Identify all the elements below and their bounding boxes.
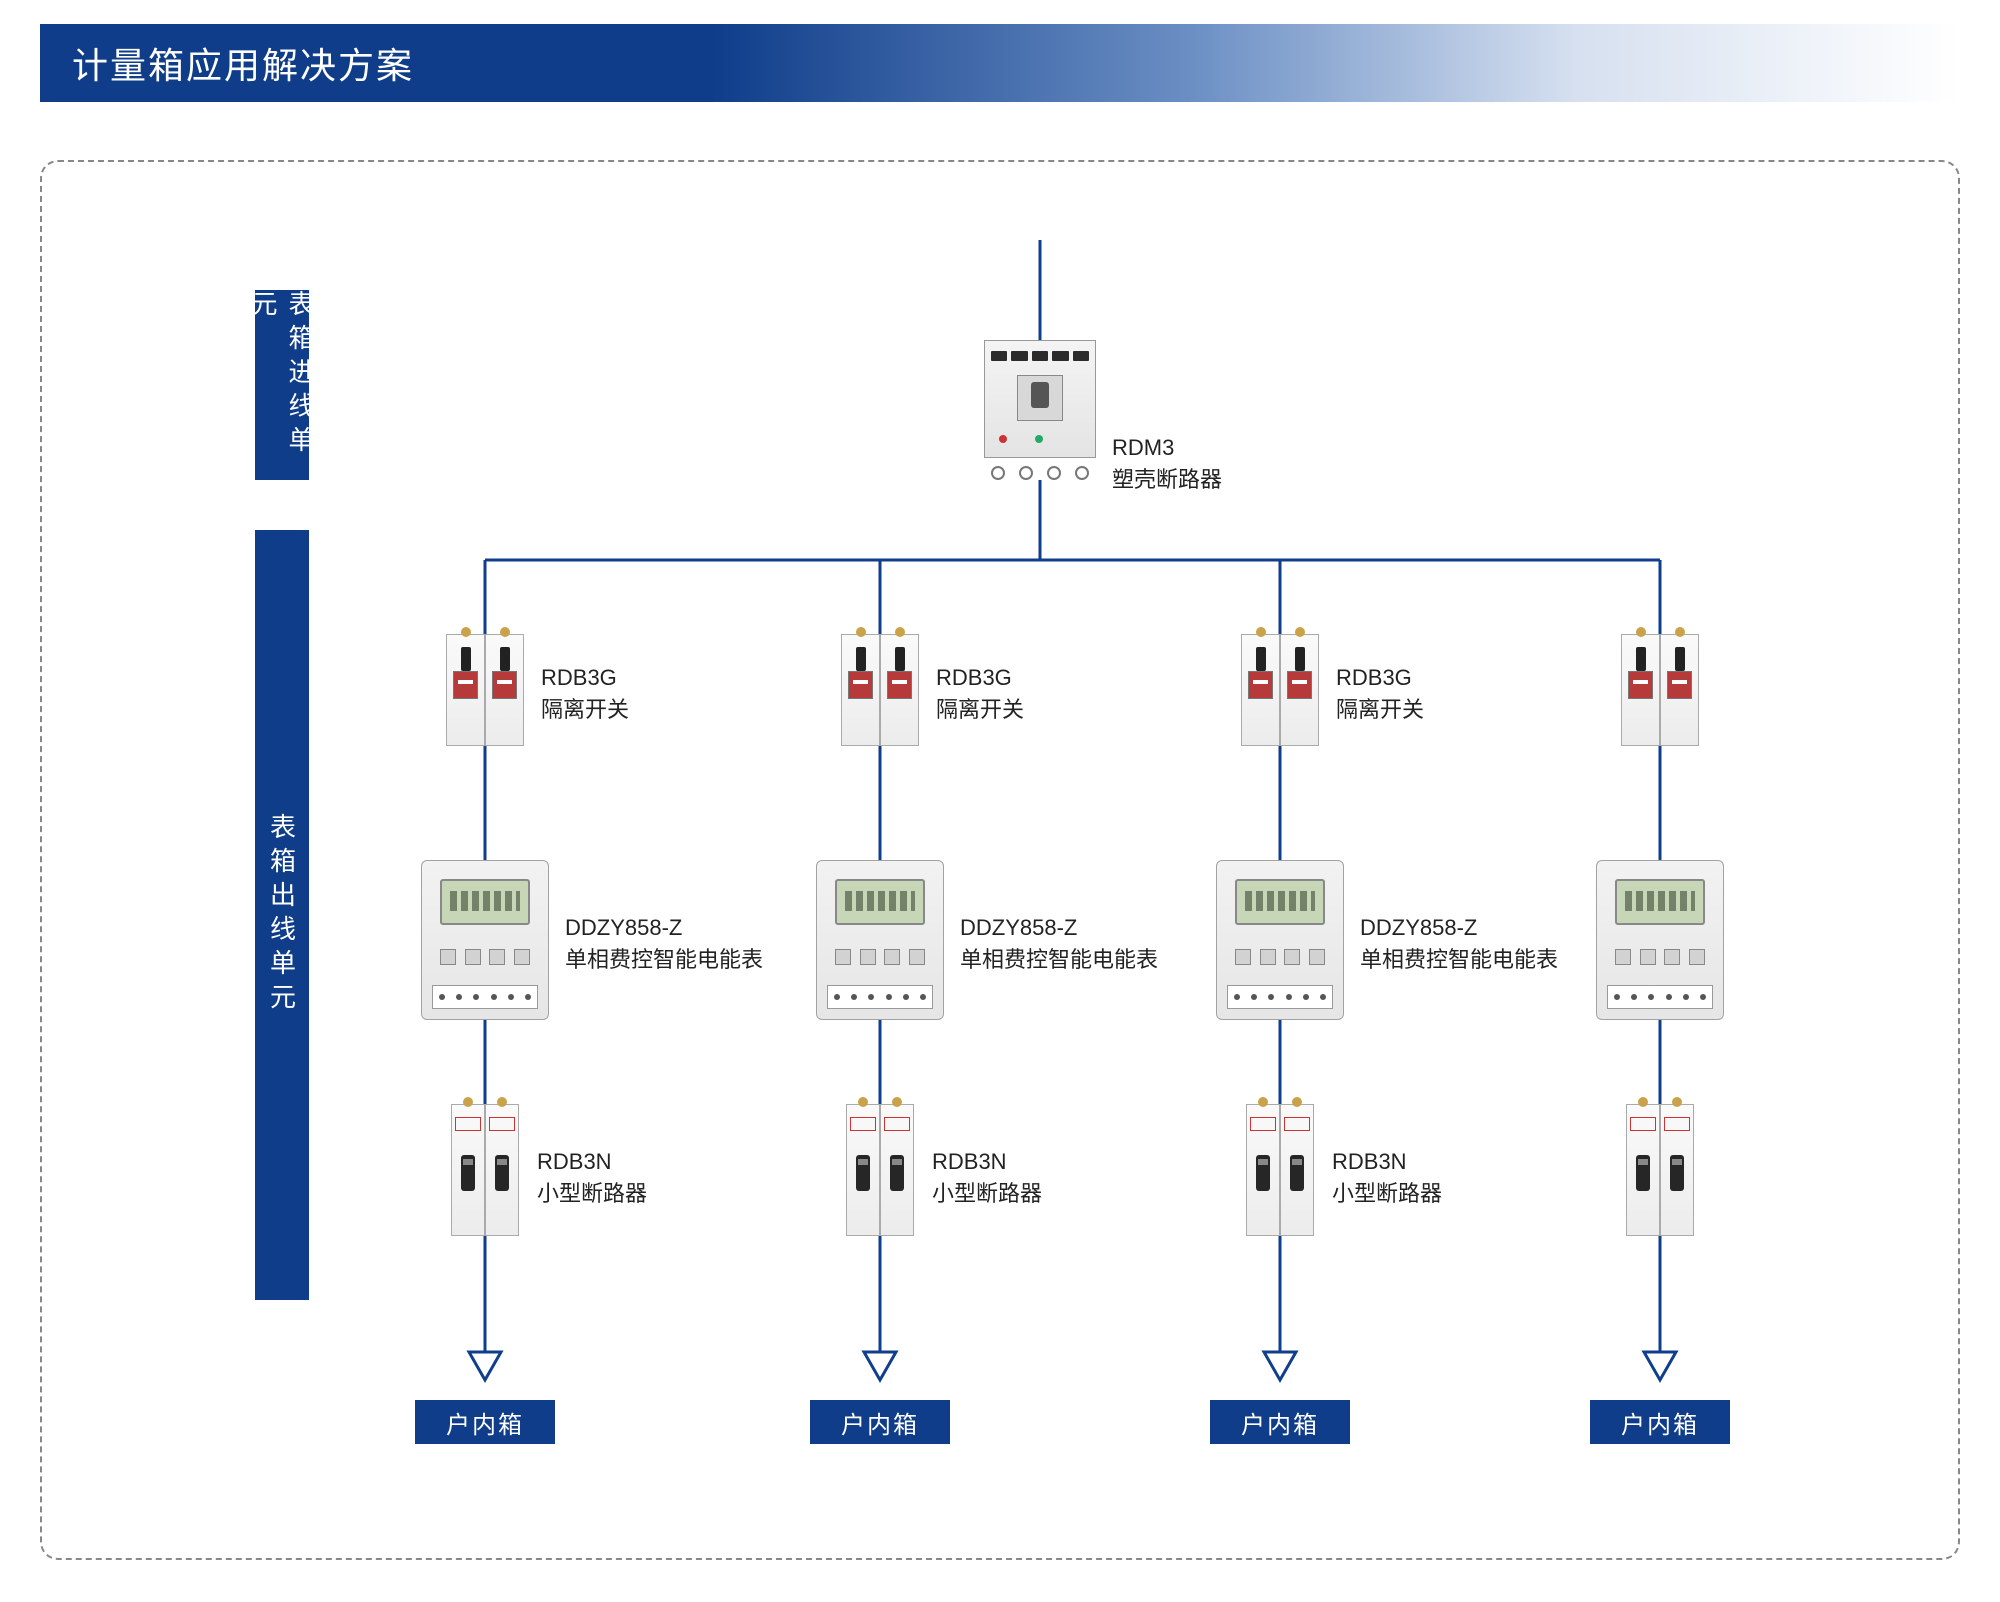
device-label-meter-2: DDZY858-Z单相费控智能电能表 [1360,912,1558,976]
device-label-rdb3g-1: RDB3G隔离开关 [936,662,1024,726]
device-label-meter-0: DDZY858-Z单相费控智能电能表 [565,912,763,976]
device-label-rdb3n-2: RDB3N小型断路器 [1332,1146,1442,1210]
meter-graphic [1216,860,1344,1020]
device-label-rdb3g-2: RDB3G隔离开关 [1336,662,1424,726]
device-desc-rdb3n-0: 小型断路器 [537,1178,647,1210]
rdb3n-graphic [1246,1104,1314,1236]
meter-graphic [816,860,944,1020]
endpoint-label-3: 户内箱 [1621,1405,1699,1440]
device-desc-rdb3n-1: 小型断路器 [932,1178,1042,1210]
page-title: 计量箱应用解决方案 [72,37,414,89]
device-desc-meter-2: 单相费控智能电能表 [1360,944,1558,976]
section-label-outgoing: 表箱出线单元 [255,530,309,1300]
device-label-rdb3g-0: RDB3G隔离开关 [541,662,629,726]
device-meter-2 [1216,860,1344,1020]
device-label-mccb: RDM3 塑壳断路器 [1112,432,1222,496]
section-label-incoming-text: 表箱进线单元 [245,290,319,480]
device-model-meter-1: DDZY858-Z [960,912,1158,944]
rdb3g-graphic [446,634,524,746]
endpoint-label-1: 户内箱 [841,1405,919,1440]
endpoint-box-3: 户内箱 [1590,1400,1730,1444]
device-model-meter-0: DDZY858-Z [565,912,763,944]
rdb3n-graphic [451,1104,519,1236]
device-label-meter-1: DDZY858-Z单相费控智能电能表 [960,912,1158,976]
page-title-bar: 计量箱应用解决方案 [40,24,1960,102]
rdb3g-graphic [1241,634,1319,746]
device-desc-meter-0: 单相费控智能电能表 [565,944,763,976]
section-label-incoming: 表箱进线单元 [255,290,309,480]
endpoint-label-2: 户内箱 [1241,1405,1319,1440]
device-rdb3g-3 [1621,634,1699,746]
device-desc-rdb3n-2: 小型断路器 [1332,1178,1442,1210]
device-rdb3g-0 [446,634,524,746]
device-desc-meter-1: 单相费控智能电能表 [960,944,1158,976]
device-rdb3n-1 [846,1104,914,1236]
device-label-rdb3n-0: RDB3N小型断路器 [537,1146,647,1210]
meter-graphic [421,860,549,1020]
rdb3n-graphic [1626,1104,1694,1236]
device-desc-mccb: 塑壳断路器 [1112,464,1222,496]
device-model-meter-2: DDZY858-Z [1360,912,1558,944]
device-rdb3n-0 [451,1104,519,1236]
device-rdb3n-2 [1246,1104,1314,1236]
device-model-rdb3n-2: RDB3N [1332,1146,1442,1178]
device-rdb3g-1 [841,634,919,746]
device-model-rdb3g-0: RDB3G [541,662,629,694]
endpoint-box-0: 户内箱 [415,1400,555,1444]
device-model-rdb3n-0: RDB3N [537,1146,647,1178]
device-label-rdb3n-1: RDB3N小型断路器 [932,1146,1042,1210]
endpoint-label-0: 户内箱 [446,1405,524,1440]
rdb3g-graphic [1621,634,1699,746]
device-model-rdb3g-1: RDB3G [936,662,1024,694]
device-meter-0 [421,860,549,1020]
device-model-rdb3g-2: RDB3G [1336,662,1424,694]
device-desc-rdb3g-2: 隔离开关 [1336,694,1424,726]
rdb3n-graphic [846,1104,914,1236]
device-mccb [984,340,1096,480]
device-meter-1 [816,860,944,1020]
device-rdb3g-2 [1241,634,1319,746]
mccb-graphic [984,340,1096,480]
device-model-rdb3n-1: RDB3N [932,1146,1042,1178]
device-meter-3 [1596,860,1724,1020]
section-label-outgoing-text: 表箱出线单元 [264,813,301,1017]
device-rdb3n-3 [1626,1104,1694,1236]
meter-graphic [1596,860,1724,1020]
device-desc-rdb3g-0: 隔离开关 [541,694,629,726]
rdb3g-graphic [841,634,919,746]
endpoint-box-1: 户内箱 [810,1400,950,1444]
device-desc-rdb3g-1: 隔离开关 [936,694,1024,726]
endpoint-box-2: 户内箱 [1210,1400,1350,1444]
device-model-mccb: RDM3 [1112,432,1222,464]
